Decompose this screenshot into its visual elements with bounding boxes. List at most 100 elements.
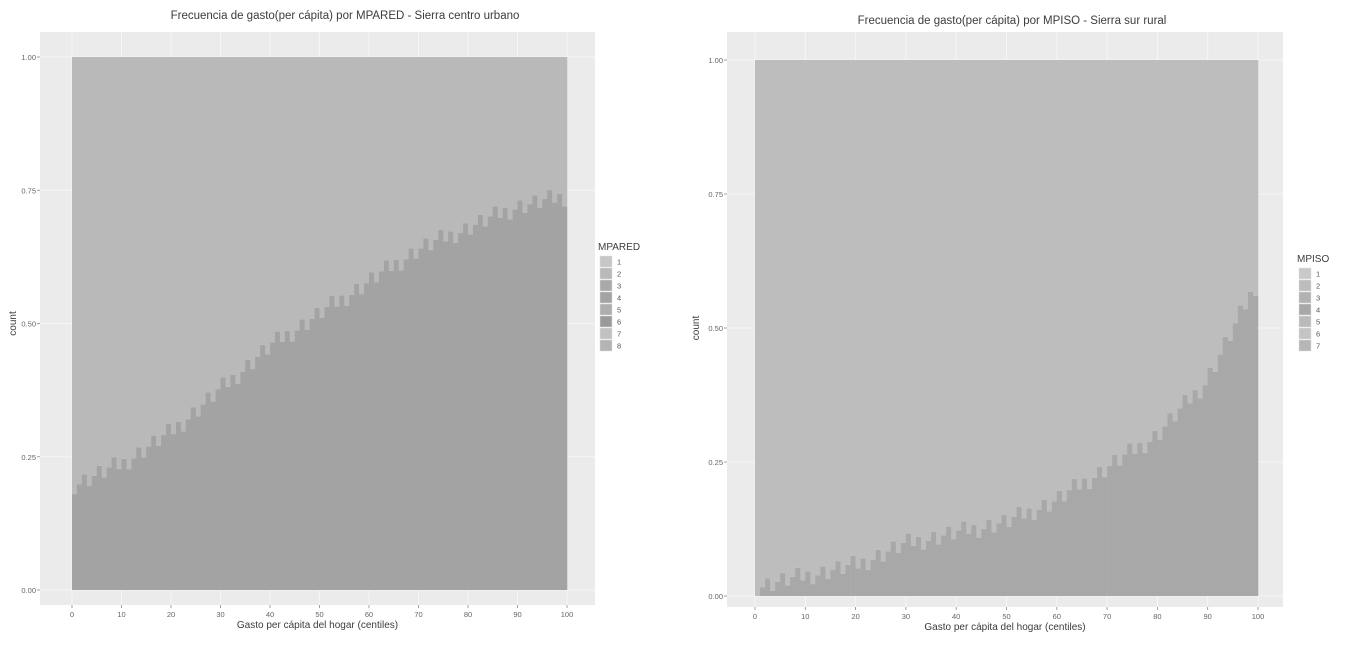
bar-segment: [1232, 323, 1239, 596]
bar-segment: [166, 423, 172, 590]
bar-segment: [265, 57, 271, 355]
bar-segment: [1237, 60, 1244, 306]
bar-segment: [344, 57, 350, 306]
bar-segment: [966, 60, 972, 534]
bar-segment: [951, 60, 957, 540]
bar-segment: [190, 407, 197, 590]
bar-segment: [760, 587, 766, 596]
bar-segment: [1041, 60, 1048, 500]
bar-segment: [215, 57, 221, 390]
bar-segment: [383, 260, 390, 590]
bar-segment: [101, 477, 107, 590]
bar-segment: [502, 207, 508, 590]
bar-segment: [443, 57, 449, 242]
bar-segment: [1162, 426, 1168, 596]
bar-segment: [284, 330, 291, 590]
bar-segment: [492, 206, 498, 591]
bar-segment: [126, 57, 132, 470]
bar-segment: [517, 57, 523, 201]
bar-segment: [547, 190, 553, 590]
bar-segment: [557, 193, 563, 590]
x-tick-label: 80: [1153, 612, 1161, 621]
bar-segment: [1152, 430, 1158, 596]
bar-segment: [161, 434, 167, 590]
bar-segment: [810, 584, 816, 596]
bar-segment: [468, 57, 474, 235]
legend-swatch: [1298, 267, 1312, 280]
bar-segment: [1182, 395, 1188, 596]
bar-segment: [1187, 60, 1193, 404]
bar-segment: [860, 60, 866, 559]
bar-segment: [1207, 367, 1214, 596]
bar-segment: [151, 57, 157, 436]
x-tick-label: 50: [1002, 612, 1010, 621]
bar-segment: [1092, 477, 1098, 596]
bar-segment: [1006, 60, 1012, 527]
bar-segment: [512, 209, 518, 591]
bar-segment: [433, 239, 439, 591]
bar-segment: [1076, 489, 1083, 596]
bar-segment: [448, 57, 454, 232]
bar-segment: [825, 60, 831, 579]
bar-segment: [1011, 516, 1017, 596]
bar-segment: [1137, 60, 1143, 443]
bar-segment: [180, 431, 187, 590]
bar-segment: [225, 386, 231, 590]
x-tick-label: 30: [216, 610, 224, 619]
bar-segment: [552, 202, 558, 591]
bar-segment: [1122, 60, 1128, 455]
bar-segment: [875, 60, 882, 550]
bar-segment: [398, 57, 404, 271]
bar-segment: [136, 57, 142, 448]
bar-segment: [1177, 60, 1183, 409]
bar-segment: [820, 60, 826, 567]
bar-segment: [1046, 511, 1053, 596]
bar-segment: [1167, 60, 1173, 414]
bar-segment: [1232, 60, 1239, 324]
bar-segment: [1127, 443, 1133, 596]
x-tick-label: 70: [1103, 612, 1111, 621]
bar-segment: [1071, 60, 1078, 480]
bar-segment: [428, 249, 434, 590]
bar-segment: [1172, 421, 1178, 596]
bar-segment: [329, 57, 335, 297]
x-tick-label: 10: [801, 612, 809, 621]
x-tick-label: 60: [1053, 612, 1061, 621]
bar-segment: [946, 526, 952, 596]
bar-segment: [1071, 479, 1078, 596]
bar-segment: [477, 214, 484, 590]
bar-segment: [418, 57, 424, 249]
bar-segment: [359, 57, 365, 295]
bar-segment: [453, 57, 459, 243]
bar-segment: [334, 57, 340, 307]
bar-segment: [1202, 60, 1208, 386]
bar-segment: [845, 60, 851, 565]
x-axis-title: Gasto per cápita del hogar (centiles): [237, 620, 398, 631]
bar-segment: [413, 57, 419, 259]
x-tick-label: 20: [167, 610, 175, 619]
bar-segment: [289, 341, 296, 590]
bar-segment: [1157, 60, 1163, 440]
bar-segment: [497, 217, 503, 590]
bar-segment: [1252, 60, 1259, 296]
bar-segment: [1026, 60, 1032, 509]
legend-swatch: [599, 279, 613, 292]
bar-segment: [463, 57, 469, 224]
bar-segment: [991, 532, 997, 596]
bar-segment: [855, 60, 861, 569]
bar-segment: [373, 282, 380, 590]
bar-segment: [512, 57, 518, 210]
bar-segment: [1147, 442, 1153, 596]
bar-segment: [166, 57, 172, 424]
legend-swatch: [1298, 291, 1312, 304]
bar-segment: [527, 57, 533, 205]
bar-segment: [369, 57, 375, 273]
bar-segment: [775, 60, 781, 582]
bar-segment: [537, 57, 543, 208]
bar-segment: [270, 57, 276, 343]
bar-segment: [976, 60, 982, 538]
bar-segment: [260, 57, 266, 345]
legend-label: 1: [1316, 270, 1320, 279]
bar-segment: [458, 233, 464, 590]
y-tick-label: 0.00: [21, 586, 36, 595]
